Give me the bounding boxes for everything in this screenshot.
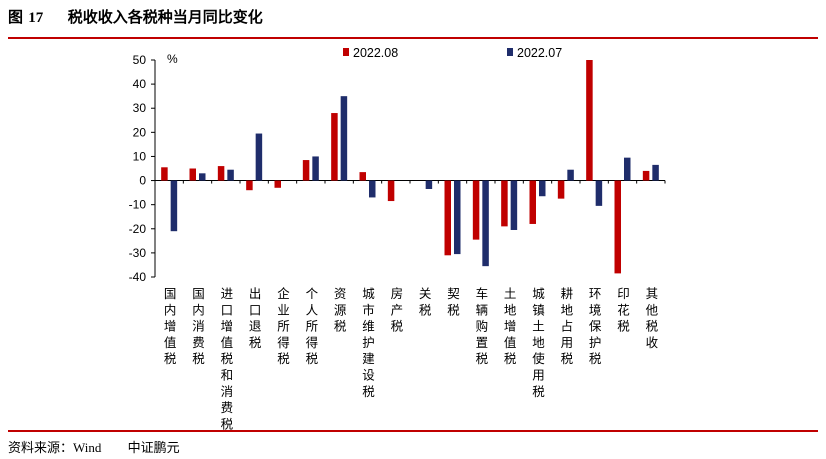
y-tick-label: 30 bbox=[133, 101, 147, 115]
bar-series-2 bbox=[454, 180, 461, 255]
category-label: 国内增值税 bbox=[164, 286, 177, 366]
legend-label: 2022.07 bbox=[517, 46, 562, 60]
source-label: 资料来源： bbox=[8, 441, 74, 456]
bar-series-1 bbox=[302, 160, 310, 181]
category-label: 房产税 bbox=[391, 286, 404, 334]
bottom-rule bbox=[8, 430, 818, 432]
y-tick-label: -20 bbox=[129, 222, 147, 236]
bar-series-2 bbox=[624, 157, 631, 181]
bar-series-1 bbox=[557, 180, 565, 199]
bar-series-2 bbox=[312, 156, 319, 181]
category-label: 进口增值税和消费税 bbox=[221, 286, 234, 430]
bar-series-1 bbox=[501, 180, 508, 227]
bar-series-1 bbox=[189, 168, 196, 181]
bar-series-2 bbox=[510, 180, 518, 230]
category-label: 个人所得税 bbox=[306, 286, 319, 366]
category-label: 国内消费税 bbox=[192, 286, 205, 366]
category-label: 印花税 bbox=[617, 286, 630, 334]
legend-swatch bbox=[507, 48, 513, 56]
bar-series-2 bbox=[227, 169, 234, 181]
bar-series-1 bbox=[246, 180, 253, 191]
category-label: 耕地占用税 bbox=[561, 286, 574, 366]
source-note: 资料来源：Wind 中证鹏元 bbox=[8, 437, 180, 456]
category-label: 契税 bbox=[447, 286, 460, 317]
category-label: 环境保护税 bbox=[589, 286, 602, 366]
bar-series-2 bbox=[539, 180, 546, 197]
y-tick-label: 40 bbox=[133, 77, 147, 91]
bar-series-1 bbox=[161, 167, 168, 181]
figure-title-text: 税收收入各税种当月同比变化 bbox=[67, 8, 263, 26]
top-rule bbox=[8, 37, 818, 39]
bar-series-2 bbox=[170, 180, 178, 232]
figure-number: 17 bbox=[28, 10, 44, 26]
bar-series-2 bbox=[595, 180, 603, 206]
bar-series-2 bbox=[340, 96, 348, 181]
category-label: 资源税 bbox=[334, 286, 347, 334]
chart-area: 50 40 30 20 10 0 -10 -20 -30 -40% 国内增值税 国内消费税 进口增值税和… bbox=[129, 46, 666, 430]
bar-series-1 bbox=[529, 180, 536, 224]
bar-series-1 bbox=[642, 170, 650, 181]
publisher-name: 中证鹏元 bbox=[127, 441, 180, 456]
y-tick-label: -30 bbox=[129, 246, 147, 260]
category-label: 企业所得税 bbox=[277, 286, 290, 366]
bar-series-1 bbox=[387, 180, 395, 202]
legend-swatch bbox=[343, 48, 349, 56]
bar-series-1 bbox=[359, 172, 366, 181]
legend-label: 2022.08 bbox=[353, 46, 398, 60]
source-text: Wind bbox=[73, 440, 102, 455]
bar-series-1 bbox=[274, 180, 281, 188]
y-tick-label: 0 bbox=[139, 174, 146, 188]
category-label: 城市维护建设税 bbox=[362, 286, 375, 399]
y-tick-label: -10 bbox=[129, 198, 147, 212]
bar-series-1 bbox=[444, 180, 451, 256]
bar-series-1 bbox=[331, 113, 338, 181]
bar-series-1 bbox=[472, 180, 480, 240]
bar-series-2 bbox=[482, 180, 489, 267]
category-label: 城镇土地使用税 bbox=[532, 286, 545, 399]
bar-series-1 bbox=[614, 180, 621, 274]
bar-series-2 bbox=[199, 173, 206, 181]
figure-title: 图 17 税收收入各税种当月同比变化 bbox=[8, 6, 263, 27]
bar-series-2 bbox=[255, 133, 263, 181]
figure-label: 图 bbox=[8, 8, 24, 26]
bar-series-2 bbox=[369, 180, 376, 198]
y-axis-unit: % bbox=[167, 52, 178, 66]
y-tick-label: 50 bbox=[133, 53, 147, 67]
category-label: 出口退税 bbox=[249, 286, 262, 350]
bar-series-2 bbox=[567, 169, 574, 181]
category-label: 其他税收 bbox=[646, 286, 659, 350]
bar-series-2 bbox=[652, 164, 659, 181]
category-label: 土地增值税 bbox=[504, 286, 517, 366]
bar-series-1 bbox=[586, 60, 593, 181]
bar-series-1 bbox=[217, 166, 225, 181]
category-label: 关税 bbox=[419, 286, 432, 317]
category-label: 车辆购置税 bbox=[476, 286, 489, 366]
y-tick-label: -40 bbox=[129, 270, 147, 284]
y-tick-label: 20 bbox=[133, 125, 147, 139]
y-tick-label: 10 bbox=[133, 149, 147, 163]
bar-series-2 bbox=[425, 180, 433, 189]
